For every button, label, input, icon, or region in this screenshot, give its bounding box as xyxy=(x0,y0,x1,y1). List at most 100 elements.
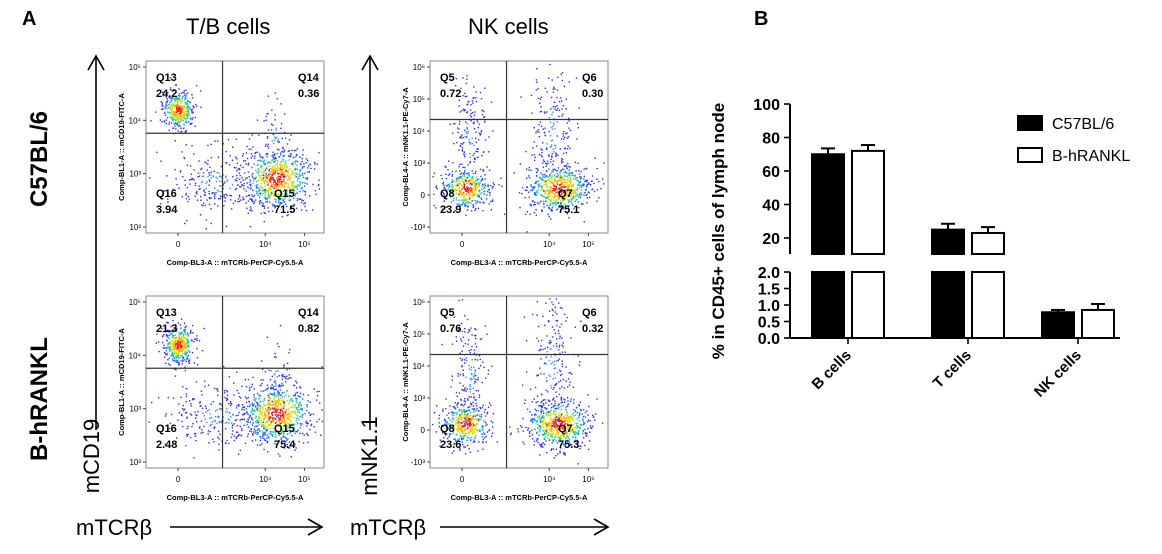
event-dot xyxy=(181,130,183,133)
event-dot xyxy=(184,369,186,372)
event-dot xyxy=(559,450,561,452)
event-dot xyxy=(256,422,258,424)
event-dot xyxy=(241,408,243,411)
event-dot xyxy=(460,184,463,187)
event-dot xyxy=(279,325,282,327)
event-dot xyxy=(225,225,228,228)
event-dot xyxy=(269,179,271,182)
event-dot xyxy=(439,439,442,441)
event-dot xyxy=(279,386,281,388)
event-dot xyxy=(167,346,169,348)
event-dot xyxy=(283,418,286,420)
event-dot xyxy=(561,198,564,200)
event-dot xyxy=(273,186,276,188)
event-dot xyxy=(480,130,483,132)
event-dot xyxy=(470,418,473,420)
event-dot xyxy=(551,156,553,158)
event-dot xyxy=(286,424,289,427)
event-dot xyxy=(290,413,292,415)
event-dot xyxy=(318,183,320,186)
event-dot xyxy=(273,157,276,159)
event-dot xyxy=(283,151,285,153)
event-dot xyxy=(175,327,178,329)
event-dot xyxy=(180,360,182,362)
event-dot xyxy=(259,407,262,409)
event-dot xyxy=(470,178,472,180)
event-dot xyxy=(463,173,465,176)
event-dot xyxy=(568,191,571,194)
event-dot xyxy=(196,339,198,342)
event-dot xyxy=(459,434,461,437)
event-dot xyxy=(192,399,194,401)
event-dot xyxy=(275,157,277,160)
event-dot xyxy=(165,123,168,125)
event-dot xyxy=(498,184,500,186)
event-dot xyxy=(461,441,463,443)
event-dot xyxy=(215,180,218,183)
event-dot xyxy=(541,177,543,180)
event-dot xyxy=(275,443,278,446)
event-dot xyxy=(305,177,307,179)
event-dot xyxy=(282,180,284,182)
event-dot xyxy=(277,423,279,426)
event-dot xyxy=(447,174,450,176)
event-dot xyxy=(173,353,175,355)
flow-plot-nk-c57: Q50.72Q60.30Q823.9Q775.110⁶10⁵10⁴10³0-10… xyxy=(401,60,609,267)
event-dot xyxy=(261,424,263,426)
event-dot xyxy=(451,180,454,183)
event-dot xyxy=(561,115,563,117)
x-tick-label: 0 xyxy=(176,240,181,249)
plot-body xyxy=(432,63,605,233)
event-dot xyxy=(467,409,469,411)
event-dot xyxy=(459,435,462,438)
event-dot xyxy=(552,91,555,93)
event-dot xyxy=(201,180,204,183)
event-dot xyxy=(278,200,280,202)
event-dot xyxy=(281,428,284,430)
event-dot xyxy=(585,179,587,182)
event-dot xyxy=(537,88,539,90)
event-dot xyxy=(171,358,174,360)
event-dot xyxy=(536,419,538,422)
event-dot xyxy=(469,423,471,425)
event-dot xyxy=(275,395,278,397)
event-dot xyxy=(277,425,279,428)
event-dot xyxy=(172,114,174,116)
event-dot xyxy=(435,185,438,187)
event-dot xyxy=(549,175,551,177)
event-dot xyxy=(252,189,254,191)
event-dot xyxy=(476,201,478,203)
event-dot xyxy=(472,178,474,180)
event-dot xyxy=(263,171,266,173)
event-dot xyxy=(296,415,298,417)
event-dot xyxy=(451,191,453,193)
event-dot xyxy=(463,141,465,144)
event-dot xyxy=(251,417,253,419)
event-dot xyxy=(470,431,473,433)
event-dot xyxy=(278,400,281,402)
event-dot xyxy=(571,193,573,195)
event-dot xyxy=(295,406,297,409)
event-dot xyxy=(291,423,294,426)
event-dot xyxy=(574,414,577,416)
event-dot xyxy=(243,160,245,162)
event-dot xyxy=(263,413,266,415)
event-dot xyxy=(438,425,440,428)
event-dot xyxy=(256,183,258,186)
event-dot xyxy=(208,184,211,186)
event-dot xyxy=(281,184,283,186)
event-dot xyxy=(474,440,476,443)
event-dot xyxy=(486,431,489,433)
event-dot xyxy=(543,420,545,422)
event-dot xyxy=(280,189,282,192)
event-dot xyxy=(220,191,222,193)
event-dot xyxy=(169,422,172,425)
event-dot xyxy=(278,184,281,186)
event-dot xyxy=(166,321,168,324)
event-dot xyxy=(484,116,486,118)
event-dot xyxy=(278,399,280,401)
event-dot xyxy=(466,209,469,211)
event-dot xyxy=(252,409,254,411)
event-dot xyxy=(274,170,276,172)
event-dot xyxy=(566,188,568,190)
